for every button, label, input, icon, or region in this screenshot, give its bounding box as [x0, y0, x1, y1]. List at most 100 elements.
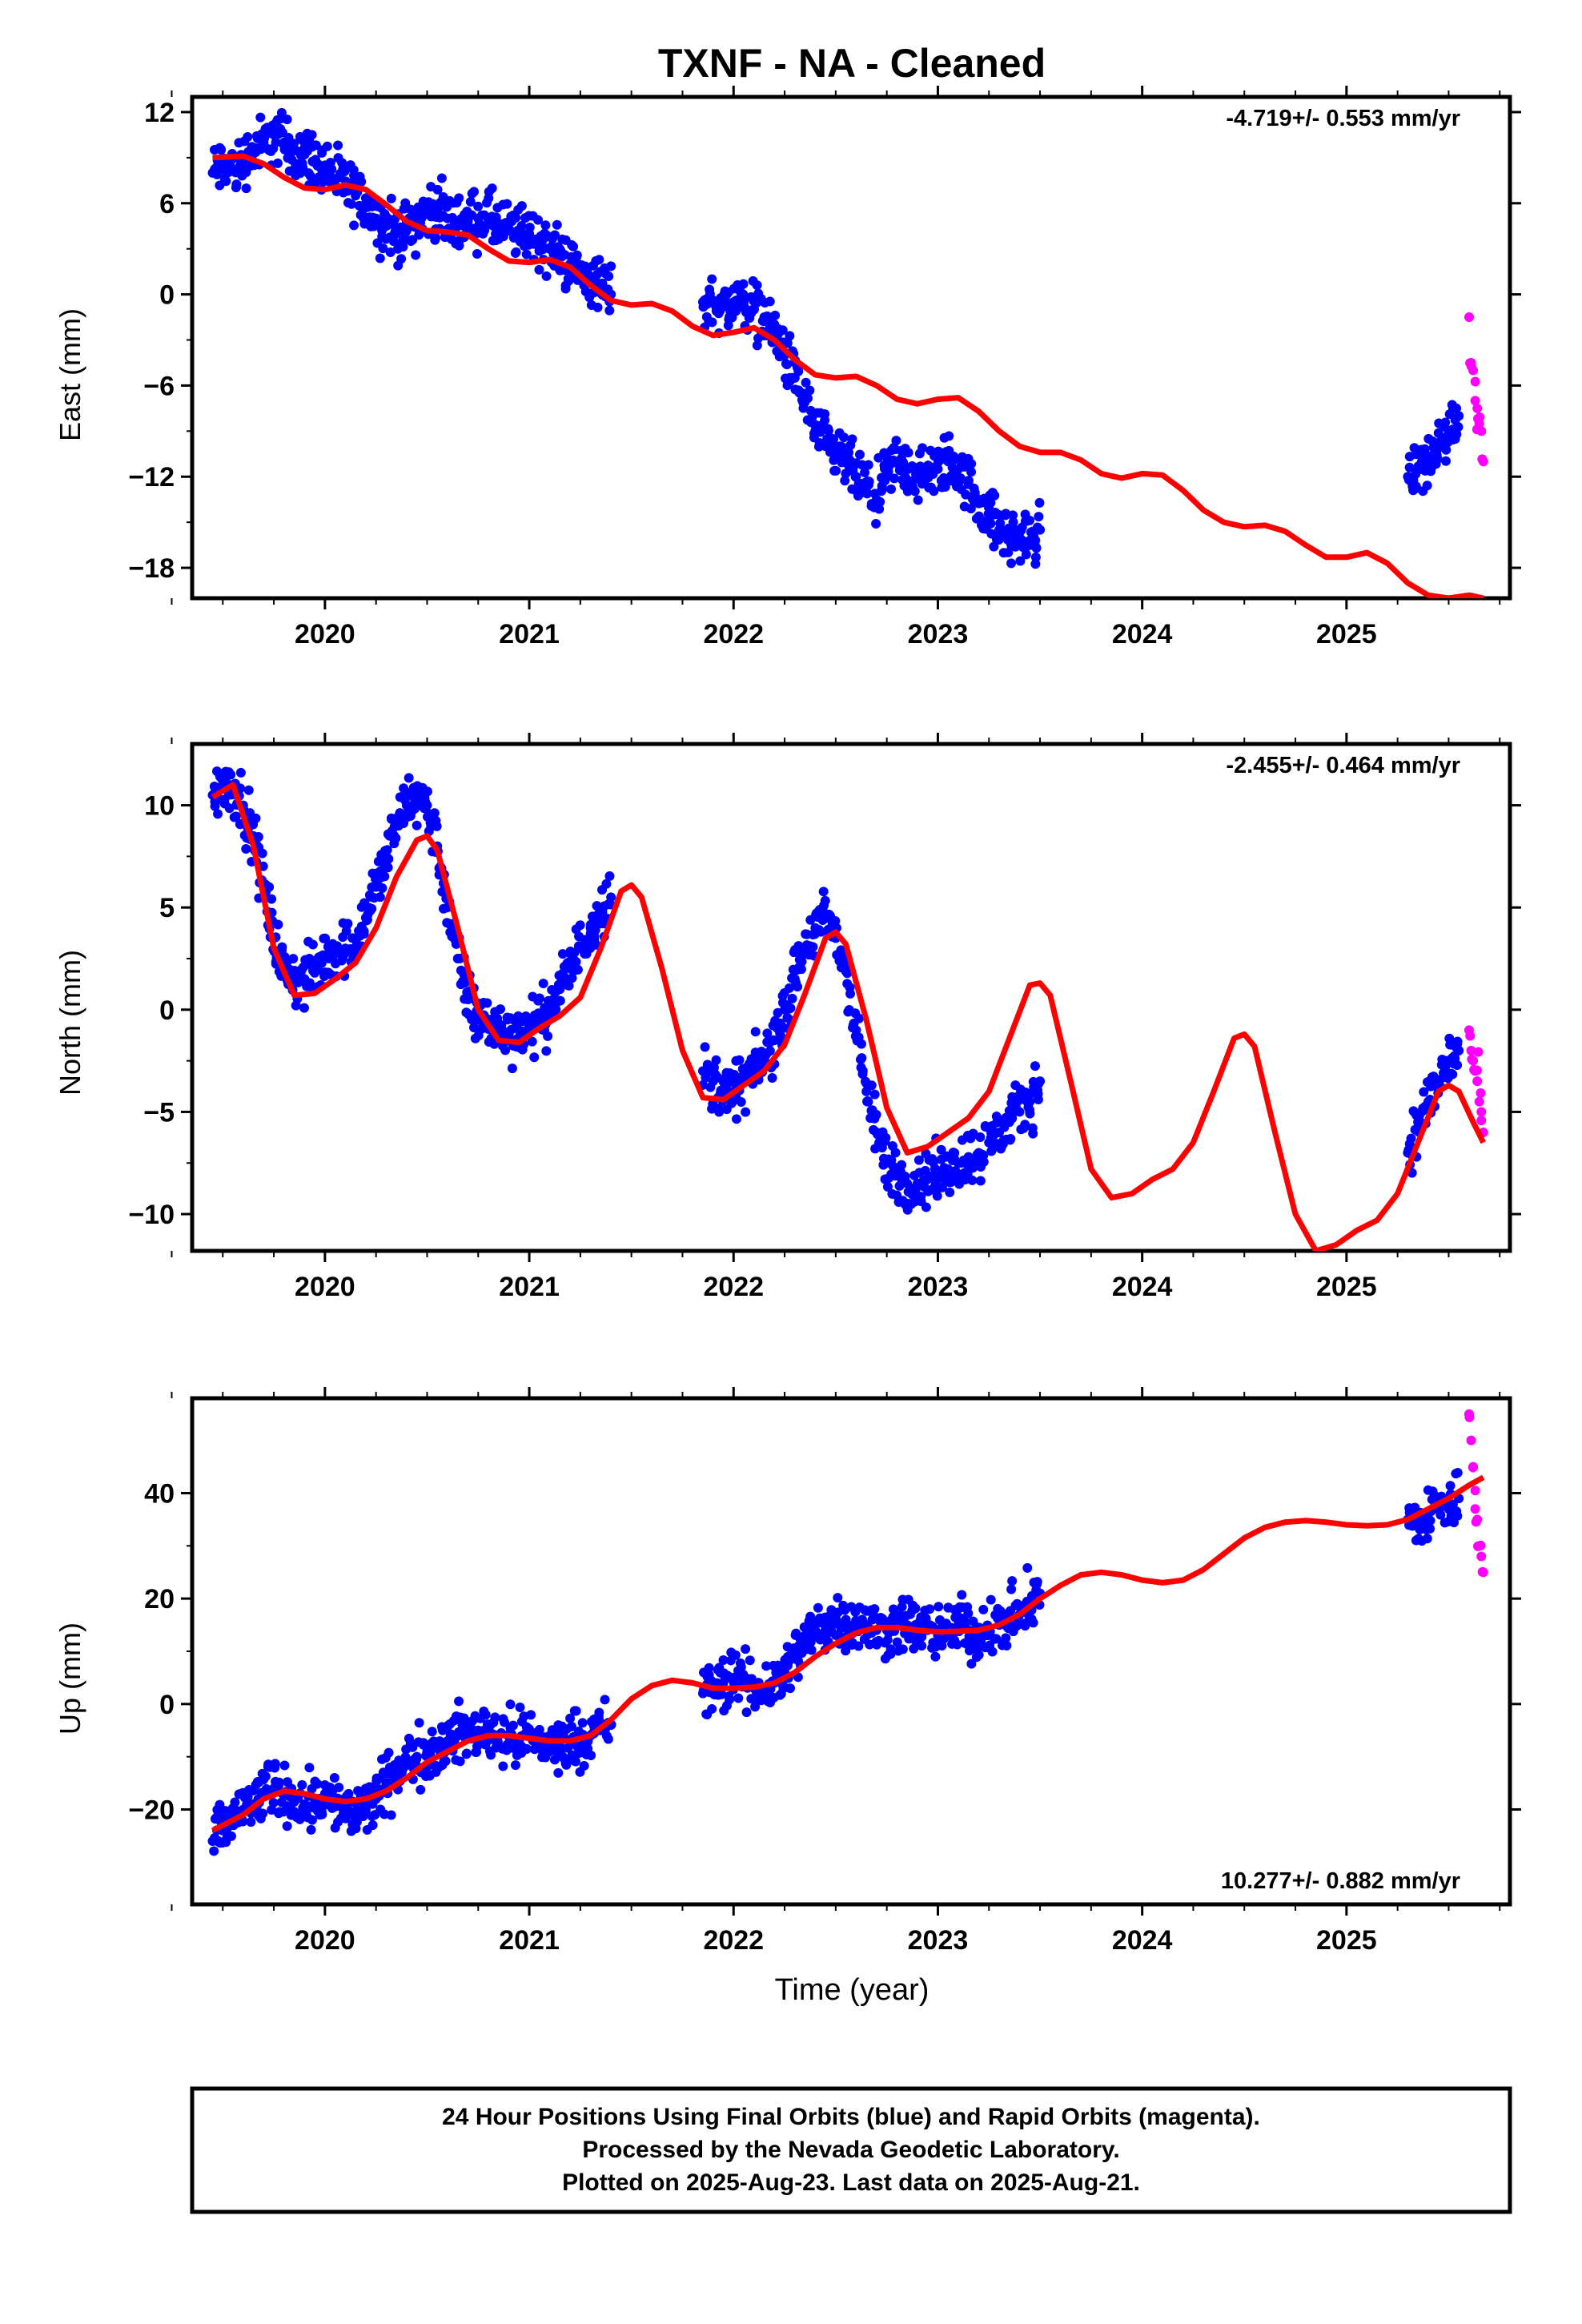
up-final-point — [282, 1821, 292, 1831]
north-final-point — [343, 919, 353, 929]
north-rate-label: -2.455+/- 0.464 mm/yr — [1226, 753, 1460, 778]
east-final-point — [738, 279, 749, 289]
east-final-point — [516, 201, 527, 211]
east-final-point — [231, 179, 242, 190]
up-final-point — [733, 1693, 744, 1703]
up-final-point — [909, 1643, 919, 1654]
up-final-point — [526, 1710, 536, 1720]
up-final-point — [1452, 1510, 1463, 1521]
up-final-point — [306, 1824, 316, 1835]
up-panel: Up (mm) 10.277+/- 0.882 mm/yr Time (year… — [54, 1387, 1521, 2007]
up-final-point — [730, 1650, 741, 1660]
east-final-point — [465, 197, 476, 207]
east-final-point — [378, 243, 388, 254]
north-final-point — [288, 954, 299, 964]
north-final-point — [375, 892, 385, 903]
east-final-point — [966, 459, 977, 469]
up-ytick-label: 20 — [144, 1584, 175, 1614]
north-final-point — [601, 879, 612, 889]
up-final-point — [329, 1772, 339, 1783]
up-final-point — [480, 1710, 491, 1720]
up-final-point — [416, 1784, 426, 1795]
up-final-point — [888, 1604, 898, 1614]
north-frame — [190, 742, 1512, 1253]
east-final-point — [854, 449, 865, 460]
north-xtick-label: 2023 — [908, 1272, 969, 1302]
east-final-point — [903, 448, 913, 458]
east-final-point — [532, 215, 543, 225]
east-final-point — [473, 201, 484, 211]
east-final-point — [436, 173, 447, 183]
north-final-point — [975, 1176, 986, 1186]
east-final-point — [603, 284, 613, 295]
up-final-point — [279, 1760, 290, 1771]
up-final-point — [603, 1734, 613, 1744]
east-final-point — [986, 497, 996, 508]
up-final-point — [260, 1771, 271, 1782]
up-final-point — [750, 1702, 761, 1712]
east-final-point — [347, 199, 357, 209]
up-final-point — [461, 1749, 472, 1759]
east-xtick-label: 2023 — [908, 619, 969, 649]
north-rapid-point — [1472, 1065, 1482, 1076]
east-final-point — [272, 158, 283, 168]
north-xtick-label: 2020 — [295, 1272, 355, 1302]
north-final-point — [808, 942, 818, 952]
north-final-point — [432, 821, 442, 831]
east-final-point — [282, 115, 292, 125]
north-final-point — [469, 1023, 480, 1033]
up-final-point — [312, 1779, 323, 1789]
north-panel: North (mm) -2.455+/- 0.464 mm/yr 10 5 0 −5 −… — [54, 733, 1521, 1302]
east-final-point — [707, 317, 717, 328]
up-xtick-label: 2022 — [703, 1925, 764, 1956]
north-final-point — [1419, 1087, 1429, 1097]
north-rapid-point — [1473, 1047, 1484, 1057]
east-final-point — [874, 504, 885, 514]
east-final-point — [886, 484, 897, 494]
up-final-point — [486, 1750, 496, 1760]
east-final-point — [386, 193, 396, 203]
footer-line-3: Plotted on 2025-Aug-23. Last data on 202… — [562, 2169, 1140, 2196]
up-final-point — [1007, 1576, 1018, 1586]
north-final-point — [592, 901, 602, 911]
east-final-point — [1003, 547, 1014, 557]
east-final-point — [889, 473, 899, 484]
east-final-point — [839, 432, 849, 443]
north-rapid-point — [1474, 1096, 1484, 1107]
north-final-point — [572, 964, 583, 975]
north-final-point — [945, 1187, 955, 1197]
north-final-point — [736, 1097, 746, 1108]
east-final-point — [454, 193, 464, 203]
east-final-point — [944, 431, 954, 441]
up-rapid-point — [1464, 1412, 1475, 1422]
east-rapid-point — [1477, 454, 1488, 464]
up-ytick-label: −20 — [128, 1795, 175, 1826]
north-final-point — [1007, 1113, 1018, 1124]
east-final-point — [516, 221, 527, 231]
up-final-point — [454, 1696, 464, 1707]
north-final-point — [257, 848, 267, 858]
north-final-point — [768, 1035, 778, 1045]
east-points — [207, 107, 1488, 569]
north-final-point — [575, 920, 585, 931]
north-final-point — [241, 844, 251, 854]
east-final-point — [770, 310, 781, 320]
north-final-point — [862, 1096, 873, 1106]
up-final-point — [892, 1637, 902, 1647]
north-final-point — [438, 903, 448, 914]
north-xtick-label: 2024 — [1112, 1272, 1173, 1302]
north-rapid-point — [1476, 1107, 1487, 1117]
north-final-point — [264, 882, 275, 892]
up-final-point — [934, 1602, 944, 1612]
footer-line-2: Processed by the Nevada Geodetic Laborat… — [582, 2137, 1119, 2163]
up-rapid-point — [1470, 1504, 1480, 1514]
up-final-point — [831, 1615, 841, 1626]
up-final-point — [741, 1644, 751, 1655]
east-final-point — [540, 220, 551, 231]
up-final-point — [978, 1604, 989, 1614]
north-final-point — [871, 1109, 881, 1120]
east-ytick-label: −18 — [128, 553, 175, 584]
east-final-point — [1404, 462, 1415, 472]
east-xtick-label: 2021 — [499, 619, 560, 649]
north-xtick-label: 2025 — [1316, 1272, 1377, 1302]
